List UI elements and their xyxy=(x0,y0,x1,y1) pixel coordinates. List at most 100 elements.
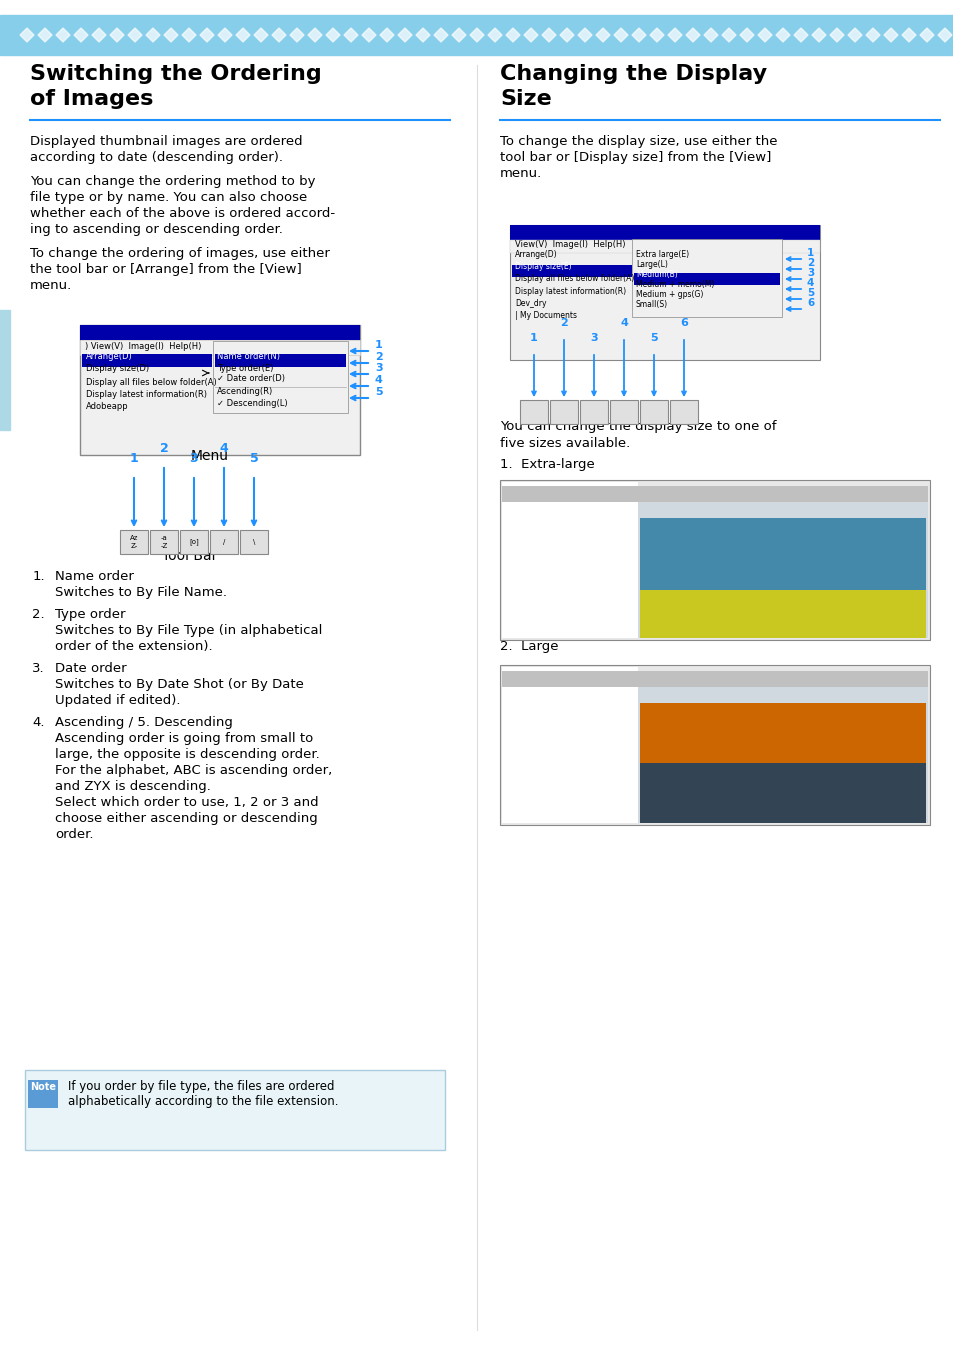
Polygon shape xyxy=(146,28,160,42)
Bar xyxy=(501,671,927,688)
Text: menu.: menu. xyxy=(499,168,541,180)
Text: 2: 2 xyxy=(806,258,814,267)
Text: ) View(V)  Image(I)  Help(H): ) View(V) Image(I) Help(H) xyxy=(85,342,201,351)
Polygon shape xyxy=(740,28,753,42)
Text: Select which order to use, 1, 2 or 3 and: Select which order to use, 1, 2 or 3 and xyxy=(55,796,318,809)
Polygon shape xyxy=(865,28,879,42)
Text: Adobeapp: Adobeapp xyxy=(86,403,129,411)
Text: 1: 1 xyxy=(530,332,537,343)
Text: file type or by name. You can also choose: file type or by name. You can also choos… xyxy=(30,190,307,204)
Text: 1: 1 xyxy=(806,249,814,258)
Text: To change the ordering of images, use either: To change the ordering of images, use ei… xyxy=(30,247,330,259)
Bar xyxy=(499,480,929,640)
Text: 1: 1 xyxy=(130,453,138,465)
Text: Displayed thumbnail images are ordered: Displayed thumbnail images are ordered xyxy=(30,135,302,149)
Text: 1.: 1. xyxy=(32,570,45,584)
Text: | My Documents: | My Documents xyxy=(515,311,577,320)
Bar xyxy=(214,354,346,367)
Text: Switches to By File Type (in alphabetical: Switches to By File Type (in alphabetica… xyxy=(55,624,322,638)
Bar xyxy=(501,486,927,503)
Text: /: / xyxy=(223,539,225,544)
Polygon shape xyxy=(883,28,897,42)
Text: -a
-Z: -a -Z xyxy=(160,535,168,549)
Text: Medium + memo(M): Medium + memo(M) xyxy=(636,280,714,289)
Polygon shape xyxy=(649,28,663,42)
Text: Display all files below folder(A): Display all files below folder(A) xyxy=(515,274,634,282)
Text: Switches to By File Name.: Switches to By File Name. xyxy=(55,586,227,598)
Bar xyxy=(0,15,953,55)
Text: Note: Note xyxy=(30,1082,56,1092)
Text: 4: 4 xyxy=(806,278,814,288)
Text: Extra large(E): Extra large(E) xyxy=(636,250,688,259)
Text: 2: 2 xyxy=(559,317,567,328)
Polygon shape xyxy=(559,28,574,42)
Text: Large(L): Large(L) xyxy=(636,259,667,269)
Bar xyxy=(510,226,820,359)
Text: Switches to By Date Shot (or By Date: Switches to By Date Shot (or By Date xyxy=(55,678,304,690)
Text: 3: 3 xyxy=(590,332,598,343)
Polygon shape xyxy=(326,28,339,42)
Text: 2.  Large: 2. Large xyxy=(499,640,558,653)
Polygon shape xyxy=(758,28,771,42)
Polygon shape xyxy=(631,28,645,42)
Text: Medium(B): Medium(B) xyxy=(636,270,677,280)
Text: alphabetically according to the file extension.: alphabetically according to the file ext… xyxy=(68,1096,338,1108)
Bar xyxy=(80,340,359,355)
Polygon shape xyxy=(20,28,34,42)
Text: Changing the Display: Changing the Display xyxy=(499,63,766,84)
Text: Size: Size xyxy=(499,89,551,109)
Polygon shape xyxy=(56,28,70,42)
Text: Menu: Menu xyxy=(191,449,229,463)
Bar xyxy=(634,273,780,285)
Text: Display size(D): Display size(D) xyxy=(86,363,149,373)
Text: You can change the display size to one of: You can change the display size to one o… xyxy=(499,420,776,434)
Polygon shape xyxy=(253,28,268,42)
Text: of Images: of Images xyxy=(30,89,153,109)
Text: Display size(E): Display size(E) xyxy=(515,262,571,272)
Text: 3.: 3. xyxy=(32,662,45,676)
Polygon shape xyxy=(541,28,556,42)
Polygon shape xyxy=(578,28,592,42)
Bar xyxy=(28,1079,58,1108)
Bar xyxy=(501,482,638,638)
Text: five sizes available.: five sizes available. xyxy=(499,436,630,450)
Bar xyxy=(501,684,927,823)
Bar xyxy=(519,400,547,424)
Polygon shape xyxy=(685,28,700,42)
Polygon shape xyxy=(901,28,915,42)
Text: 2.: 2. xyxy=(32,608,45,621)
Polygon shape xyxy=(434,28,448,42)
Text: Switching the Ordering: Switching the Ordering xyxy=(30,63,321,84)
Bar xyxy=(510,226,820,240)
Text: 3: 3 xyxy=(190,453,198,465)
Polygon shape xyxy=(614,28,627,42)
Polygon shape xyxy=(596,28,609,42)
Text: To change the display size, use either the: To change the display size, use either t… xyxy=(499,135,777,149)
Polygon shape xyxy=(847,28,862,42)
Bar xyxy=(80,326,359,455)
Polygon shape xyxy=(416,28,430,42)
Bar xyxy=(512,265,631,277)
Bar xyxy=(120,530,148,554)
Bar xyxy=(510,240,820,253)
Bar xyxy=(180,530,208,554)
Text: Type order: Type order xyxy=(55,608,126,621)
Polygon shape xyxy=(200,28,213,42)
Text: Arrange(D): Arrange(D) xyxy=(515,250,558,259)
Bar xyxy=(639,517,925,638)
Text: Arrange(D): Arrange(D) xyxy=(86,353,132,361)
Polygon shape xyxy=(164,28,178,42)
Text: Updated if edited).: Updated if edited). xyxy=(55,694,180,707)
Polygon shape xyxy=(361,28,375,42)
Text: Dev_dry: Dev_dry xyxy=(515,299,546,308)
Text: Name order(N): Name order(N) xyxy=(216,353,280,361)
Text: 4: 4 xyxy=(375,376,382,385)
Text: 4: 4 xyxy=(619,317,627,328)
Polygon shape xyxy=(128,28,142,42)
Text: Display latest information(R): Display latest information(R) xyxy=(515,286,625,296)
Polygon shape xyxy=(829,28,843,42)
Text: 5: 5 xyxy=(806,288,814,299)
Polygon shape xyxy=(74,28,88,42)
Bar xyxy=(639,400,667,424)
Bar xyxy=(639,517,925,590)
